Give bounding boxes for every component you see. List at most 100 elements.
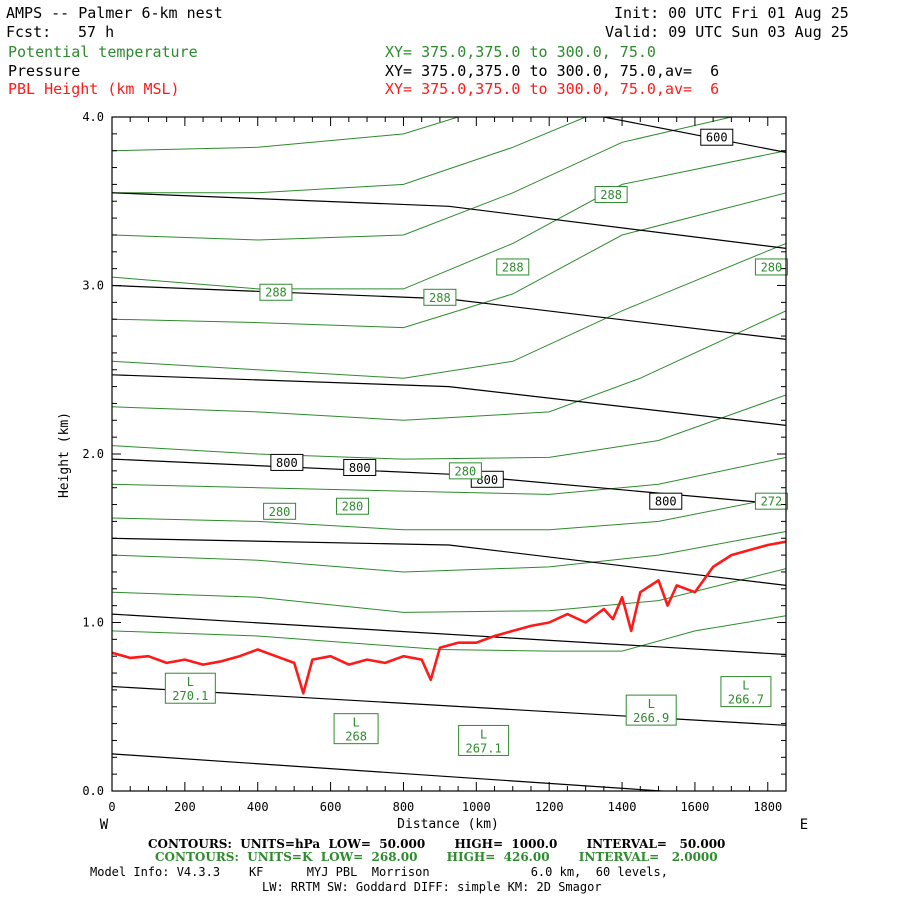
- theta-contour-line: [112, 242, 786, 379]
- theta-contour-label-box: [335, 497, 369, 515]
- pressure-contour-label-box: [700, 128, 734, 146]
- x-tick-label: 800: [393, 800, 415, 814]
- low-center-value: 270.1: [172, 689, 208, 703]
- theta-contour-label-box: [754, 492, 788, 510]
- east-label: E: [800, 817, 808, 833]
- theta-contour-line: [112, 192, 786, 329]
- field-pbl-name: PBL Height (km MSL): [8, 80, 180, 98]
- low-center-marker: L: [187, 675, 194, 689]
- x-tick-label: 1200: [535, 800, 564, 814]
- theta-contour-line: [112, 495, 786, 531]
- forecast-hour: 57 h: [78, 23, 115, 41]
- plot-axes: 0 200 400 600 800 1000 1200 1400 1600 1800 0.0 1.0 2…: [82, 110, 787, 814]
- pressure-contour-label: 800: [349, 461, 371, 475]
- theta-contour-line: [112, 310, 786, 421]
- theta-contour-label: 280: [342, 500, 364, 514]
- pressure-contour-label: 800: [276, 456, 298, 470]
- theta-contour-line: [112, 150, 786, 290]
- field-pressure-name: Pressure: [8, 62, 81, 80]
- y-tick-label: 1.0: [82, 616, 104, 630]
- low-center-box: [720, 676, 772, 708]
- pressure-contour-line: [112, 613, 786, 656]
- low-center-marker: L: [480, 727, 487, 741]
- pressure-contour-label-box: [343, 458, 377, 476]
- theta-contour-label-box: [754, 258, 788, 276]
- footer-model-physics: LW: RRTM SW: Goddard DIFF: simple KM: 2D…: [262, 880, 602, 894]
- theta-contour-label-box: [448, 462, 482, 480]
- theta-contour-line: [112, 117, 732, 241]
- theta-contour-line: [112, 394, 786, 460]
- footer-model-info: Model Info: V4.3.3 KF MYJ PBL Morrison 6…: [90, 865, 668, 879]
- theta-contour-label-box: [423, 288, 457, 306]
- pressure-contour-label: 800: [655, 495, 677, 509]
- x-tick-label: 400: [247, 800, 269, 814]
- footer-pressure-contours: CONTOURS: UNITS=hPa LOW= 50.000 HIGH= 10…: [148, 837, 726, 851]
- x-tick-label: 0: [108, 800, 115, 814]
- y-tick-label: 4.0: [82, 110, 104, 124]
- low-center-box: [625, 694, 677, 726]
- low-center-value: 266.9: [633, 711, 669, 725]
- forecast-label: Fcst:: [6, 23, 52, 41]
- low-center-marker: L: [742, 679, 749, 693]
- y-tick-label: 3.0: [82, 279, 104, 293]
- theta-contour-label-box: [263, 502, 297, 520]
- low-center-marker: L: [648, 697, 655, 711]
- pbl-height-line: [111, 540, 787, 695]
- pressure-contour-label: 600: [706, 131, 728, 145]
- theta-contour-label-box: [259, 283, 293, 301]
- x-tick-label: 1000: [462, 800, 491, 814]
- pressure-contour-line: [112, 537, 786, 586]
- field-pbl-xy: XY= 375.0,375.0 to 300.0, 75.0,av= 6: [385, 80, 720, 98]
- x-axis-label: Distance (km): [397, 817, 499, 832]
- theta-contour-label: 280: [761, 260, 783, 274]
- low-center-box: [164, 672, 216, 704]
- pressure-contour-line: [603, 117, 786, 153]
- y-tick-label: 2.0: [82, 447, 104, 461]
- theta-contour-label: 288: [600, 188, 622, 202]
- x-tick-label: 600: [320, 800, 342, 814]
- low-center-box: [333, 713, 379, 745]
- theta-contour-label: 272: [761, 495, 783, 509]
- theta-contour-label-box: [594, 186, 628, 204]
- init-time: Init: 00 UTC Fri 01 Aug 25: [614, 4, 849, 22]
- theta-contours: [112, 117, 786, 652]
- theta-contour-line: [112, 531, 786, 573]
- theta-contour-label: 280: [269, 505, 291, 519]
- theta-contour-line: [112, 456, 786, 495]
- x-tick-label: 1800: [753, 800, 782, 814]
- theta-contour-label: 288: [265, 286, 287, 300]
- theta-contour-line: [112, 568, 786, 613]
- y-tick-label: 0.0: [82, 784, 104, 798]
- pbl-height-series: [111, 540, 787, 695]
- low-center-value: 268: [345, 730, 367, 744]
- field-pressure-xy: XY= 375.0,375.0 to 300.0, 75.0,av= 6: [385, 62, 720, 80]
- x-tick-label: 1600: [680, 800, 709, 814]
- theta-contour-label-box: [496, 258, 530, 276]
- theta-contour-line: [112, 615, 786, 652]
- field-theta-xy: XY= 375.0,375.0 to 300.0, 75.0: [385, 43, 656, 61]
- theta-contour-line: [112, 117, 586, 194]
- theta-contour-label: 288: [502, 260, 524, 274]
- pressure-contour-line: [112, 374, 786, 426]
- low-center-marker: L: [352, 716, 359, 730]
- model-title: AMPS -- Palmer 6-km nest: [6, 4, 223, 22]
- low-center-box: [458, 724, 510, 756]
- x-tick-label: 200: [174, 800, 196, 814]
- pressure-contour-line: [112, 753, 671, 791]
- theta-contour-line: [112, 117, 459, 152]
- theta-contour-label: 288: [429, 291, 451, 305]
- theta-contour-label: 280: [455, 464, 477, 478]
- pressure-contour-line: [112, 192, 786, 249]
- west-label: W: [100, 817, 109, 833]
- valid-time: Valid: 09 UTC Sun 03 Aug 25: [605, 23, 849, 41]
- footer-theta-contours: CONTOURS: UNITS=K LOW= 268.00 HIGH= 426.…: [155, 850, 718, 864]
- x-tick-label: 1400: [608, 800, 637, 814]
- low-center-value: 266.7: [728, 693, 764, 707]
- field-theta-name: Potential temperature: [8, 43, 198, 61]
- pressure-contour-label-box: [649, 492, 683, 510]
- y-axis-label: Height (km): [57, 412, 72, 498]
- pressure-contour-label-box: [270, 453, 304, 471]
- low-center-value: 267.1: [466, 741, 502, 755]
